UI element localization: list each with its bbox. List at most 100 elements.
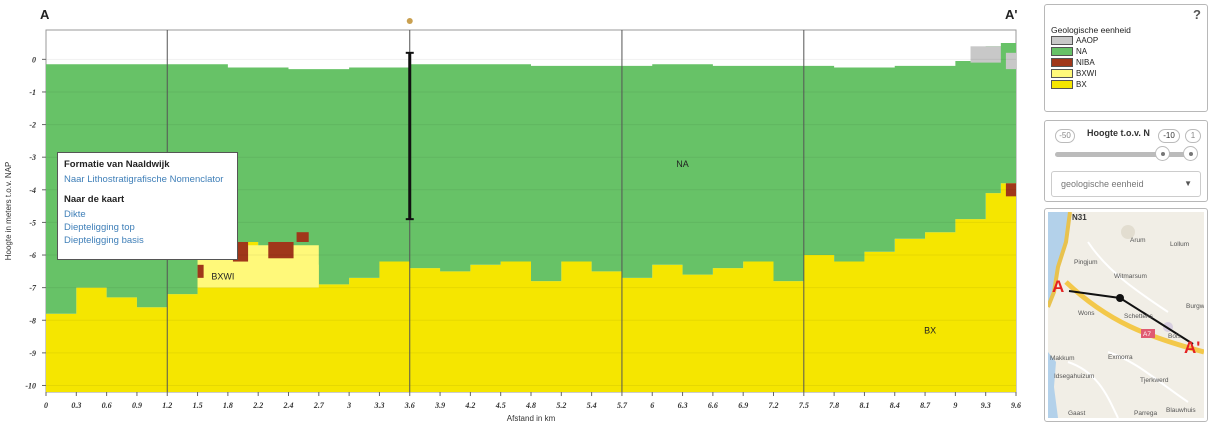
y-tick-label: -3 (29, 153, 36, 162)
x-tick-label: 5.7 (617, 401, 628, 410)
height-slider-track[interactable] (1055, 152, 1195, 157)
x-tick-label: 7.2 (769, 401, 779, 410)
y-tick-label: -6 (29, 251, 36, 260)
legend-label: BXWI (1076, 69, 1097, 78)
legend-label: NA (1076, 47, 1088, 56)
legend-label: BX (1076, 80, 1087, 89)
x-tick-label: 9 (953, 401, 957, 410)
x-tick-label: 2.2 (252, 401, 263, 410)
map-place-label: Idsegahuizum (1054, 373, 1094, 380)
diepteligging-top-link[interactable]: Diepteligging top (64, 222, 135, 233)
map-place-label: Gaast (1068, 410, 1086, 417)
x-tick-label: 1.2 (162, 401, 172, 410)
map-start-label: A (1052, 277, 1064, 296)
x-tick-label: 4.5 (495, 401, 506, 410)
x-tick-label: 0.6 (102, 401, 112, 410)
legend-list: AAOP NA NIBA BXWI BX (1051, 35, 1201, 90)
x-tick-label: 3.9 (434, 401, 445, 410)
x-tick-label: 8.1 (859, 401, 869, 410)
map-end-label: A' (1184, 338, 1200, 357)
y-tick-label: -1 (29, 88, 36, 97)
x-tick-label: 6 (650, 401, 654, 410)
x-tick-label: 2.4 (283, 401, 294, 410)
popup-map-heading: Naar de kaart (64, 194, 125, 205)
unit-label: BX (924, 325, 936, 335)
legend-swatch (1051, 47, 1073, 56)
map-place-label: Bols (1168, 333, 1181, 340)
map-place-label: Witmarsum (1114, 273, 1147, 280)
y-tick-label: -10 (25, 381, 36, 390)
map-place-label: Makkum (1050, 355, 1075, 362)
unit-label: BXWI (211, 271, 234, 281)
layer-niba (268, 241, 294, 259)
legend-item-na: NA (1051, 46, 1201, 57)
slider-handle-low[interactable] (1155, 146, 1170, 161)
map-place-label: Blauwhuis (1166, 407, 1196, 414)
x-axis-label: Afstand in km (507, 414, 556, 423)
current-height-chip[interactable]: -10 (1158, 129, 1180, 143)
y-tick-label: 0 (32, 55, 36, 64)
x-tick-label: 0.9 (132, 401, 142, 410)
dikte-link[interactable]: Dikte (64, 209, 86, 220)
x-tick-label: 6.3 (678, 401, 688, 410)
height-control-panel: -50 Hoogte t.o.v. N -10 1 geologische ee… (1044, 120, 1208, 202)
map-place-label: Wons (1078, 310, 1095, 317)
unit-label: NA (676, 159, 689, 169)
x-tick-label: 8.4 (890, 401, 900, 410)
x-tick-label: 0 (44, 401, 48, 410)
layer-niba (197, 264, 204, 278)
x-tick-label: 0.3 (71, 401, 81, 410)
help-icon[interactable]: ? (1193, 7, 1201, 22)
diepteligging-basis-link[interactable]: Diepteligging basis (64, 235, 144, 246)
x-tick-label: 7.5 (799, 401, 809, 410)
x-tick-label: 5.4 (587, 401, 597, 410)
x-tick-label: 1.8 (223, 401, 233, 410)
legend-swatch (1051, 58, 1073, 67)
section-end-label: A' (1005, 7, 1018, 22)
y-tick-label: -2 (29, 121, 36, 130)
layer-niba (296, 232, 309, 242)
cross-section-chart: NA BXWI BX 0 -1 -2 -3 -4 -5 -6 -7 -8 -9 -10 0 0.3 0.6 0.9… (4, 18, 1021, 423)
x-tick-label: 3.3 (373, 401, 384, 410)
x-tick-label: 9.6 (1011, 401, 1021, 410)
map-place-label: Arum (1130, 237, 1146, 244)
min-height-chip[interactable]: -50 (1055, 129, 1075, 143)
map-place-label: Tjerkwerd (1140, 377, 1169, 384)
layer-type-select[interactable]: geologische eenheid ▼ (1051, 171, 1201, 197)
road-label: N31 (1072, 213, 1087, 222)
nomenclator-link[interactable]: Naar Lithostratigrafische Nomenclator (64, 174, 224, 185)
x-tick-label: 4.2 (464, 401, 475, 410)
y-tick-label: -7 (29, 284, 37, 293)
y-tick-label: -5 (29, 218, 36, 227)
legend-swatch (1051, 80, 1073, 89)
x-tick-label: 3 (346, 401, 351, 410)
legend-item-bx: BX (1051, 79, 1201, 90)
map-place-label: Lollum (1170, 241, 1189, 248)
legend-item-niba: NIBA (1051, 57, 1201, 68)
max-height-chip[interactable]: 1 (1185, 129, 1201, 143)
legend-title: Geologische eenheid (1051, 25, 1131, 35)
x-tick-label: 6.6 (708, 401, 718, 410)
overview-map[interactable]: Arum Lollum Pingjum Witmarsum Burgw Wons Schet… (1048, 212, 1204, 418)
height-label: Hoogte t.o.v. N (1087, 128, 1150, 138)
map-place-label: Exmorra (1108, 354, 1133, 361)
overview-map-panel: Arum Lollum Pingjum Witmarsum Burgw Wons Schet… (1044, 208, 1208, 422)
layer-aaop (970, 46, 1001, 63)
position-dot (406, 18, 413, 24)
legend-label: NIBA (1076, 58, 1095, 67)
x-tick-label: 8.7 (920, 401, 931, 410)
legend-item-bxwi: BXWI (1051, 68, 1201, 79)
select-value: geologische eenheid (1061, 179, 1144, 189)
x-tick-label: 3.6 (404, 401, 415, 410)
slider-handle-high[interactable] (1183, 146, 1198, 161)
layer-bx (46, 183, 1016, 392)
unit-info-popup: Formatie van Naaldwijk Naar Lithostratig… (57, 152, 238, 260)
legend-item-aaop: AAOP (1051, 35, 1201, 46)
y-tick-label: -9 (29, 349, 36, 358)
y-tick-label: -8 (29, 316, 36, 325)
x-tick-label: 5.2 (556, 401, 566, 410)
section-start-label: A (40, 7, 50, 22)
map-place-labels: Arum Lollum Pingjum Witmarsum Burgw Wons Schet… (1050, 237, 1204, 417)
map-place-label: Parrega (1134, 410, 1158, 417)
legend-panel: ? Geologische eenheid AAOP NA NIBA BXWI BX (1044, 4, 1208, 112)
